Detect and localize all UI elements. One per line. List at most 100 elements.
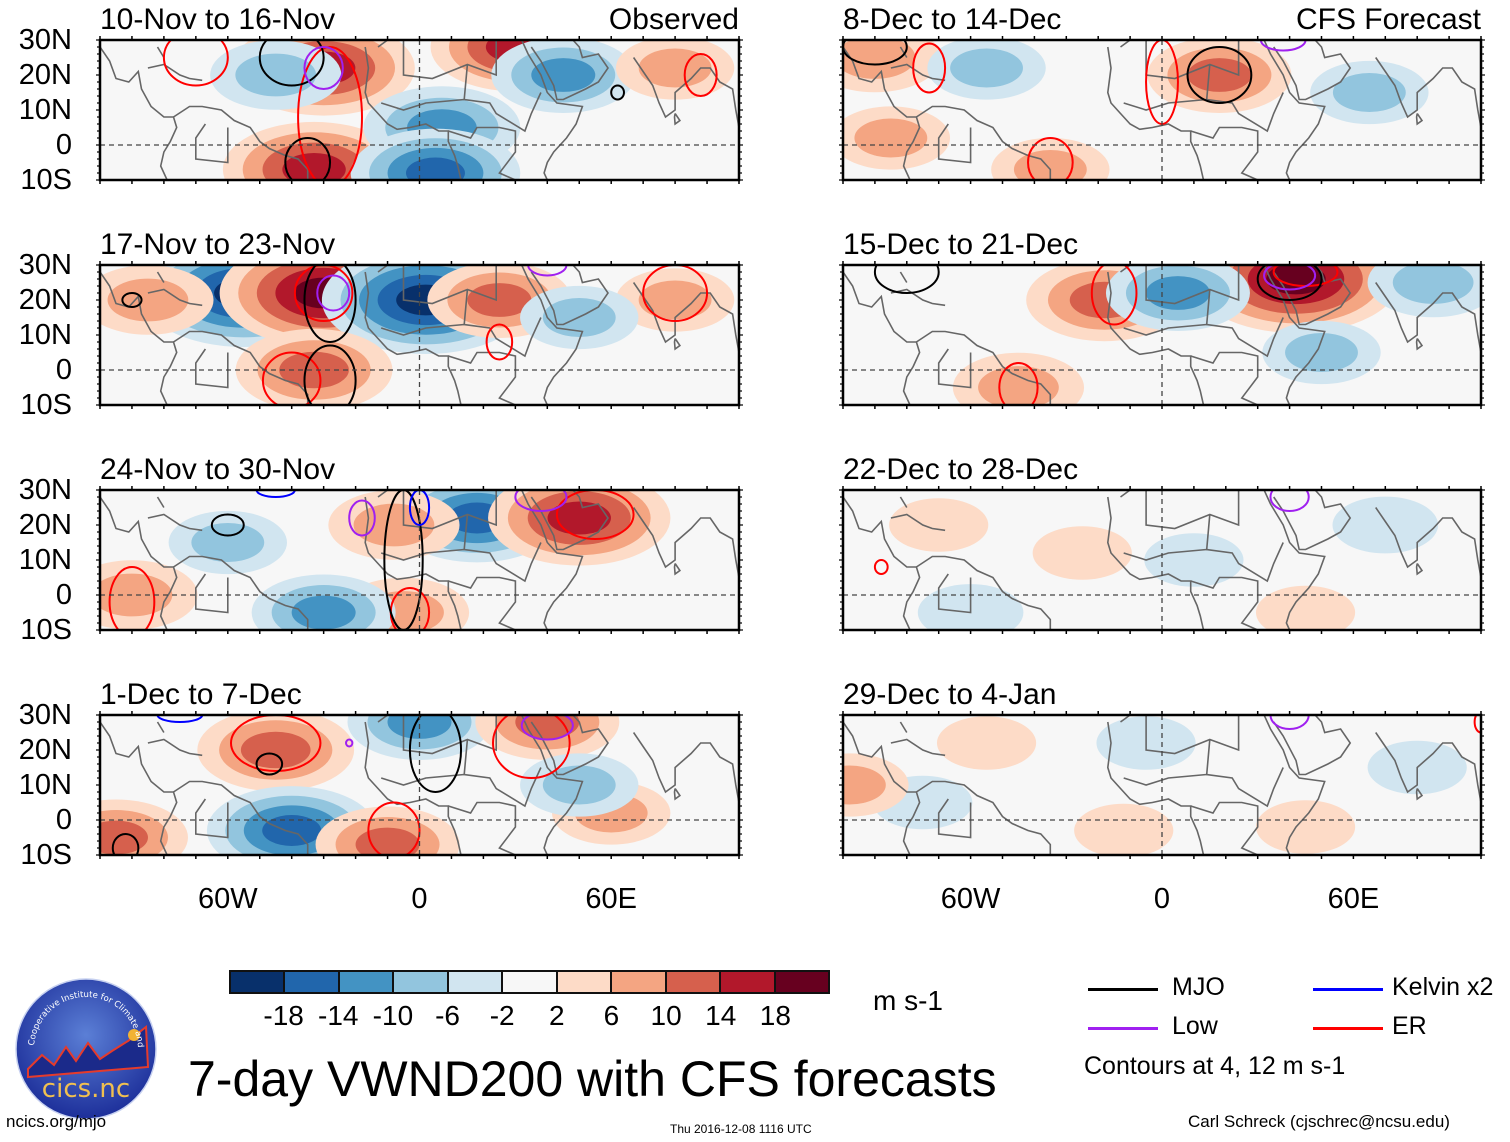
coastline (520, 490, 584, 630)
panel-title: 24-Nov to 30-Nov (100, 453, 336, 486)
coastline (1123, 323, 1207, 336)
contour-er (1090, 265, 1138, 326)
coastline (899, 496, 908, 508)
footer-site-link[interactable]: ncics.org/mjo (6, 1112, 107, 1131)
coastline (402, 265, 498, 305)
coastline (1375, 57, 1481, 128)
lat-tick-label: 10N (18, 544, 72, 576)
colorbar-tick-label: 2 (549, 1000, 565, 1031)
coastline (673, 113, 681, 126)
contour-low (1269, 715, 1310, 730)
contour-low (348, 499, 376, 537)
lat-tick-label: 20N (18, 59, 72, 91)
positive-anomaly-fill (889, 498, 989, 552)
contour-kelvin-x2 (255, 490, 296, 498)
coastline (899, 721, 908, 733)
coastline (1123, 98, 1207, 111)
colorbar-swatch (557, 972, 613, 992)
contour-er (683, 53, 718, 97)
contour-er (293, 265, 354, 322)
negative-anomaly-fill (1392, 265, 1474, 304)
logo-sun-icon (128, 1029, 140, 1041)
contour-low (345, 738, 354, 748)
colorbar-tick-label: 6 (603, 1000, 620, 1031)
legend-kelvin-label: Kelvin x2 (1392, 973, 1494, 1001)
lat-tick-label: 30N (18, 474, 72, 506)
coastline (380, 773, 465, 786)
lat-tick-label: 0 (55, 129, 72, 161)
contour-low (303, 46, 344, 90)
contour-mjo (1256, 265, 1323, 301)
coastline (156, 721, 165, 733)
panel-title: 22-Dec to 28-Dec (843, 453, 1079, 486)
coastline (380, 548, 465, 561)
coastline (195, 798, 229, 839)
negative-anomaly-fill (262, 815, 322, 846)
positive-anomaly-fill (978, 366, 1059, 405)
legend-er-label: ER (1392, 1012, 1427, 1040)
contour-mjo (258, 40, 325, 87)
coastline (156, 46, 165, 58)
coastline (530, 715, 609, 776)
coastline (1273, 40, 1352, 101)
lat-tick-label: 30N (18, 699, 72, 731)
coastline (1273, 265, 1352, 326)
coastline (937, 798, 972, 839)
contour-er (491, 715, 571, 779)
coastline (915, 330, 1052, 405)
contour-low (1269, 490, 1310, 512)
colorbar-swatch (666, 972, 722, 992)
coastline (1273, 490, 1352, 551)
positive-anomaly-fill (1032, 526, 1132, 580)
coastline (364, 496, 462, 630)
positive-anomaly-fill (107, 278, 189, 322)
panel-title: 29-Dec to 4-Jan (843, 678, 1057, 711)
colorbar (229, 970, 830, 994)
coastline (843, 496, 921, 630)
contour-er (108, 566, 156, 630)
coastline (364, 46, 462, 180)
contour-low (316, 274, 351, 312)
coastline (402, 715, 498, 755)
panel-title: 17-Nov to 23-Nov (100, 228, 336, 261)
lat-tick-label: 0 (55, 354, 72, 386)
panel-title: 1-Dec to 7-Dec (100, 678, 302, 711)
negative-anomaly-fill (1332, 496, 1439, 554)
negative-anomaly-fill (1285, 333, 1358, 372)
positive-anomaly-fill (936, 716, 1037, 770)
coastline (195, 123, 229, 164)
map-panel (96, 261, 743, 409)
contour-er (998, 362, 1039, 405)
coastline (1375, 732, 1481, 803)
coastline (402, 490, 498, 530)
coastline (1106, 271, 1205, 405)
coastline (364, 721, 462, 855)
coastline (915, 780, 1052, 855)
coastline (1273, 715, 1352, 776)
coastline (1415, 788, 1424, 801)
coastline (843, 271, 921, 405)
cics-logo[interactable]: cics.nc Cooperative Institute for Climat… (14, 977, 158, 1121)
map-panel (839, 711, 1485, 859)
contour-mjo (255, 752, 284, 776)
positive-anomaly-fill (854, 118, 928, 158)
legend-er-line (1313, 1027, 1383, 1030)
colorbar-swatch (339, 972, 395, 992)
lat-tick-label: 20N (18, 284, 72, 316)
coastline (173, 555, 309, 630)
coastline (100, 271, 178, 405)
legend-contour-note: Contours at 4, 12 m s-1 (1084, 1052, 1346, 1080)
coastline (156, 271, 165, 283)
coastline (1145, 265, 1240, 305)
contour-er (162, 40, 229, 87)
contour-er (912, 42, 947, 94)
positive-anomaly-fill (547, 501, 611, 535)
contour-kelvin-x2 (156, 715, 204, 723)
lat-tick-label: 10N (18, 769, 72, 801)
positive-anomaly-fill (1013, 150, 1087, 180)
coastline (843, 721, 921, 855)
coastline (147, 288, 203, 307)
panel-tag: CFS Forecast (1295, 3, 1481, 36)
colorbar-tick-label: -18 (263, 1000, 304, 1031)
coastline (520, 715, 584, 855)
